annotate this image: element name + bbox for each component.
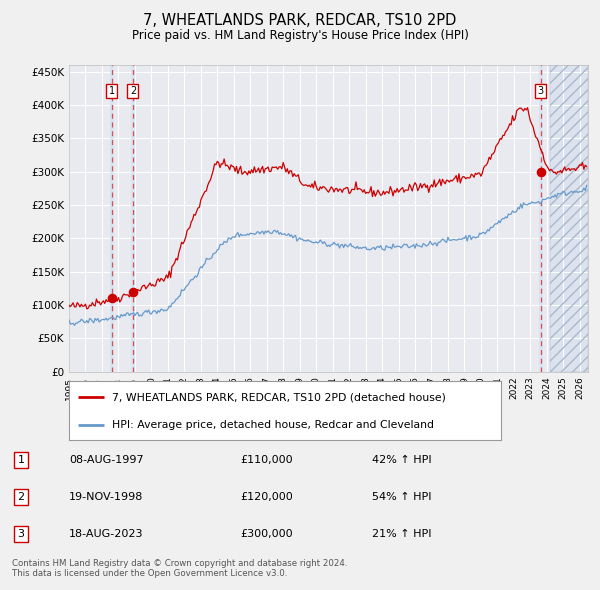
Text: 1: 1 <box>17 455 25 465</box>
Bar <box>110 65 113 372</box>
Text: HPI: Average price, detached house, Redcar and Cleveland: HPI: Average price, detached house, Redc… <box>112 420 434 430</box>
Text: 42% ↑ HPI: 42% ↑ HPI <box>372 455 431 465</box>
Text: 7, WHEATLANDS PARK, REDCAR, TS10 2PD (detached house): 7, WHEATLANDS PARK, REDCAR, TS10 2PD (de… <box>112 392 446 402</box>
Text: 18-AUG-2023: 18-AUG-2023 <box>69 529 143 539</box>
Text: 1: 1 <box>109 86 115 96</box>
Text: £300,000: £300,000 <box>240 529 293 539</box>
Text: £120,000: £120,000 <box>240 492 293 502</box>
Point <box>128 287 138 296</box>
Text: 19-NOV-1998: 19-NOV-1998 <box>69 492 143 502</box>
Text: 2: 2 <box>130 86 136 96</box>
Text: 7, WHEATLANDS PARK, REDCAR, TS10 2PD: 7, WHEATLANDS PARK, REDCAR, TS10 2PD <box>143 13 457 28</box>
Text: 2: 2 <box>17 492 25 502</box>
Text: Price paid vs. HM Land Registry's House Price Index (HPI): Price paid vs. HM Land Registry's House … <box>131 29 469 42</box>
Text: 21% ↑ HPI: 21% ↑ HPI <box>372 529 431 539</box>
Point <box>536 167 545 176</box>
Bar <box>539 65 542 372</box>
Text: 3: 3 <box>538 86 544 96</box>
Bar <box>131 65 135 372</box>
Point <box>107 294 116 303</box>
Text: 08-AUG-1997: 08-AUG-1997 <box>69 455 143 465</box>
Bar <box>550 65 588 372</box>
Text: £110,000: £110,000 <box>240 455 293 465</box>
Text: Contains HM Land Registry data © Crown copyright and database right 2024.
This d: Contains HM Land Registry data © Crown c… <box>12 559 347 578</box>
Text: 54% ↑ HPI: 54% ↑ HPI <box>372 492 431 502</box>
Bar <box>550 65 588 372</box>
Text: 3: 3 <box>17 529 25 539</box>
